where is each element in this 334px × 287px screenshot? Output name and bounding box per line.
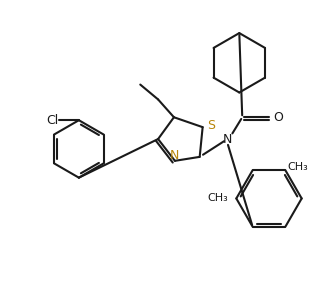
Text: O: O: [273, 111, 283, 124]
Text: CH₃: CH₃: [287, 162, 308, 172]
Text: N: N: [170, 149, 180, 162]
Text: Cl: Cl: [46, 114, 58, 127]
Text: N: N: [223, 133, 232, 146]
Text: S: S: [208, 119, 216, 132]
Text: CH₃: CH₃: [208, 193, 228, 203]
